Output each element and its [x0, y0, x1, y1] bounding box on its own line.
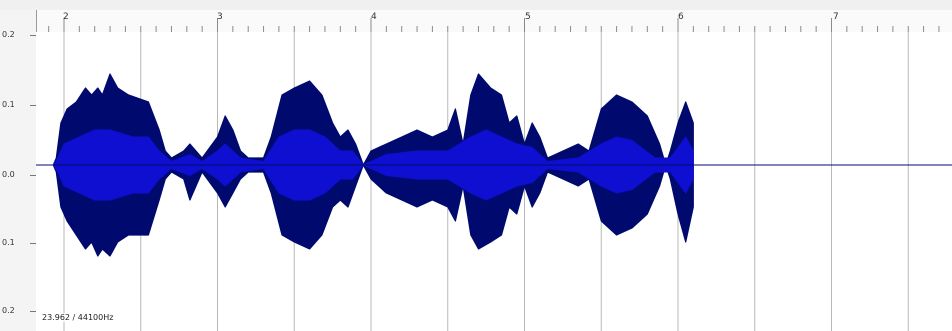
ruler-label-3: 3 — [217, 12, 223, 22]
ruler-ticks — [48, 18, 940, 32]
ruler-label-6: 6 — [678, 12, 684, 22]
ytick-label-top: 0.2 — [2, 30, 15, 39]
ytick-mark — [30, 311, 36, 312]
waveform[interactable] — [36, 32, 952, 331]
ytick-label-zero: 0.0 — [2, 170, 15, 179]
ruler-label-2: 2 — [63, 12, 69, 22]
ytick-mark — [30, 175, 36, 176]
ytick-label-upper: 0.1 — [2, 100, 15, 109]
ytick-mark — [30, 35, 36, 36]
ruler-label-5: 5 — [525, 12, 531, 22]
position-readout: 23.962 / 44100Hz — [40, 313, 116, 322]
ytick-mark — [30, 243, 36, 244]
ytick-mark — [30, 105, 36, 106]
ruler-label-4: 4 — [371, 12, 377, 22]
audio-track[interactable] — [36, 32, 952, 331]
timeline-ruler[interactable]: 2 3 4 5 6 7 — [36, 10, 952, 33]
ruler-label-7: 7 — [833, 12, 839, 22]
amplitude-axis: 0.2 0.1 0.0 0.1 0.2 — [0, 10, 37, 331]
ytick-label-bottom: 0.2 — [2, 306, 15, 315]
ytick-label-lower: 0.1 — [2, 238, 15, 247]
